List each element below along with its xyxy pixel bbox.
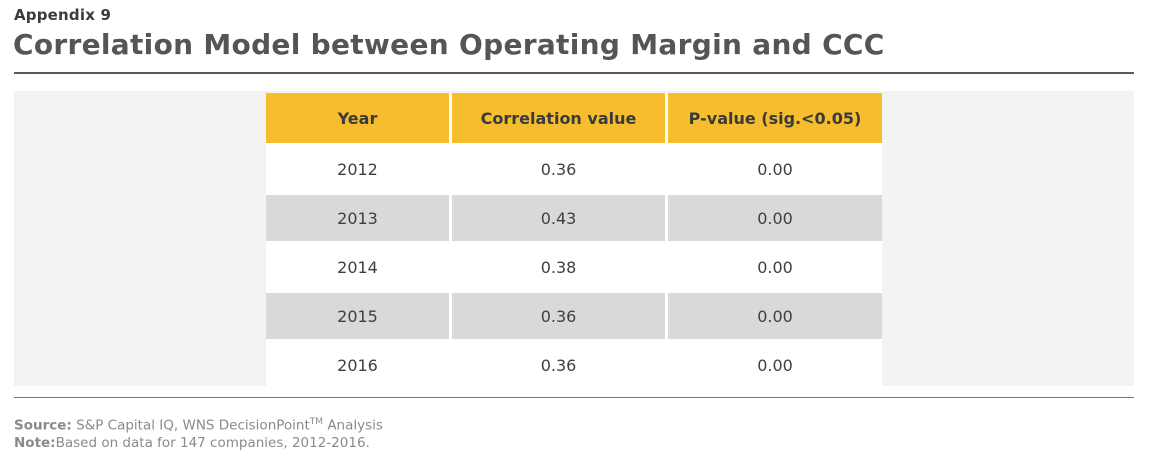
- year-cell: 2013: [266, 192, 452, 241]
- correlation-cell: 0.38: [452, 241, 668, 290]
- table-header-row: Year Correlation value P-value (sig.<0.0…: [266, 93, 882, 143]
- note-text: Based on data for 147 companies, 2012-20…: [55, 434, 370, 451]
- trademark-mark: TM: [309, 417, 324, 427]
- correlation-cell: 0.43: [452, 192, 668, 241]
- title-divider: [14, 72, 1134, 74]
- p-value-cell: 0.00: [668, 241, 882, 290]
- footer-divider: [14, 397, 1134, 398]
- footnotes: Source: S&P Capital IQ, WNS DecisionPoin…: [14, 414, 383, 452]
- correlation-cell: 0.36: [452, 143, 668, 192]
- year-cell: 2015: [266, 290, 452, 339]
- source-label: Source:: [14, 417, 72, 434]
- year-cell: 2016: [266, 339, 452, 388]
- table-row: 2015 0.36 0.00: [266, 290, 882, 339]
- column-header-year: Year: [266, 93, 452, 143]
- table-row: 2012 0.36 0.00: [266, 143, 882, 192]
- note-line: Note:Based on data for 147 companies, 20…: [14, 435, 383, 452]
- source-suffix: Analysis: [323, 417, 383, 434]
- correlation-cell: 0.36: [452, 290, 668, 339]
- correlation-cell: 0.36: [452, 339, 668, 388]
- appendix-label: Appendix 9: [14, 6, 112, 24]
- table-row: 2016 0.36 0.00: [266, 339, 882, 388]
- source-text: S&P Capital IQ, WNS DecisionPoint: [71, 417, 310, 434]
- p-value-cell: 0.00: [668, 290, 882, 339]
- note-label: Note:: [14, 434, 56, 451]
- source-line: Source: S&P Capital IQ, WNS DecisionPoin…: [14, 414, 383, 435]
- p-value-cell: 0.00: [668, 143, 882, 192]
- p-value-cell: 0.00: [668, 192, 882, 241]
- table-row: 2013 0.43 0.00: [266, 192, 882, 241]
- table-row: 2014 0.38 0.00: [266, 241, 882, 290]
- correlation-table: Year Correlation value P-value (sig.<0.0…: [266, 93, 882, 388]
- p-value-cell: 0.00: [668, 339, 882, 388]
- year-cell: 2012: [266, 143, 452, 192]
- column-header-correlation: Correlation value: [452, 93, 668, 143]
- page-title: Correlation Model between Operating Marg…: [13, 28, 885, 61]
- year-cell: 2014: [266, 241, 452, 290]
- column-header-p-value: P-value (sig.<0.05): [668, 93, 882, 143]
